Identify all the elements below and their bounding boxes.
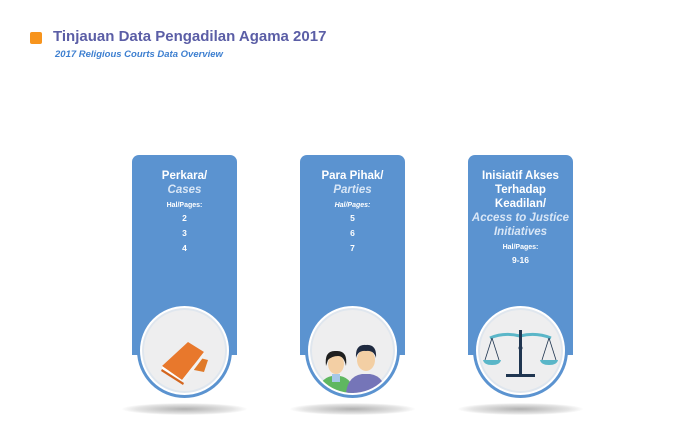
icon-badge (476, 306, 565, 395)
page-number[interactable]: 9-16 (511, 255, 529, 265)
card-shadow (122, 403, 247, 415)
page-number[interactable]: 5 (350, 213, 355, 223)
card-title-id: Perkara/ (161, 170, 208, 182)
card-title-id: Para Pihak/ (321, 170, 384, 182)
card-cases[interactable]: Perkara/ Cases Hal/Pages: 2 3 4 (122, 155, 247, 415)
page-subtitle: 2017 Religious Courts Data Overview (55, 49, 223, 60)
page-number[interactable]: 6 (350, 228, 355, 238)
card-title-en-line: Initiatives (493, 226, 548, 238)
page-title: Tinjauan Data Pengadilan Agama 2017 (53, 28, 327, 45)
icon-badge (308, 306, 397, 395)
card-title-en: Cases (167, 184, 202, 196)
page-number[interactable]: 2 (182, 213, 187, 223)
people-icon (318, 344, 386, 393)
header-bullet-icon (30, 32, 42, 44)
card-text: Para Pihak/ Parties Hal/Pages: 5 6 7 (300, 169, 405, 256)
card-title-id-line: Terhadap (495, 184, 546, 196)
card-text: Perkara/ Cases Hal/Pages: 2 3 4 (132, 169, 237, 256)
card-title-en: Parties (333, 184, 372, 196)
pages-label: Hal/Pages: (502, 244, 539, 251)
card-title-en-line: Access to Justice (471, 212, 570, 224)
card-shadow (458, 403, 583, 415)
icon-badge (140, 306, 229, 395)
folder-icon (161, 342, 208, 385)
card-text: Inisiatif Akses Terhadap Keadilan/ Acces… (468, 169, 573, 268)
pages-label: Hal/Pages: (166, 202, 203, 209)
pages-label: Hal/Pages: (334, 202, 371, 209)
scales-of-justice-icon (483, 330, 558, 377)
page-number[interactable]: 3 (182, 228, 187, 238)
card-shadow (290, 403, 415, 415)
card-access-to-justice[interactable]: Inisiatif Akses Terhadap Keadilan/ Acces… (458, 155, 583, 415)
card-title-id-line: Keadilan/ (494, 198, 547, 210)
card-title-id-line: Inisiatif Akses (482, 170, 559, 182)
page-number[interactable]: 4 (182, 243, 187, 253)
page-number[interactable]: 7 (350, 243, 355, 253)
card-parties[interactable]: Para Pihak/ Parties Hal/Pages: 5 6 7 (290, 155, 415, 415)
